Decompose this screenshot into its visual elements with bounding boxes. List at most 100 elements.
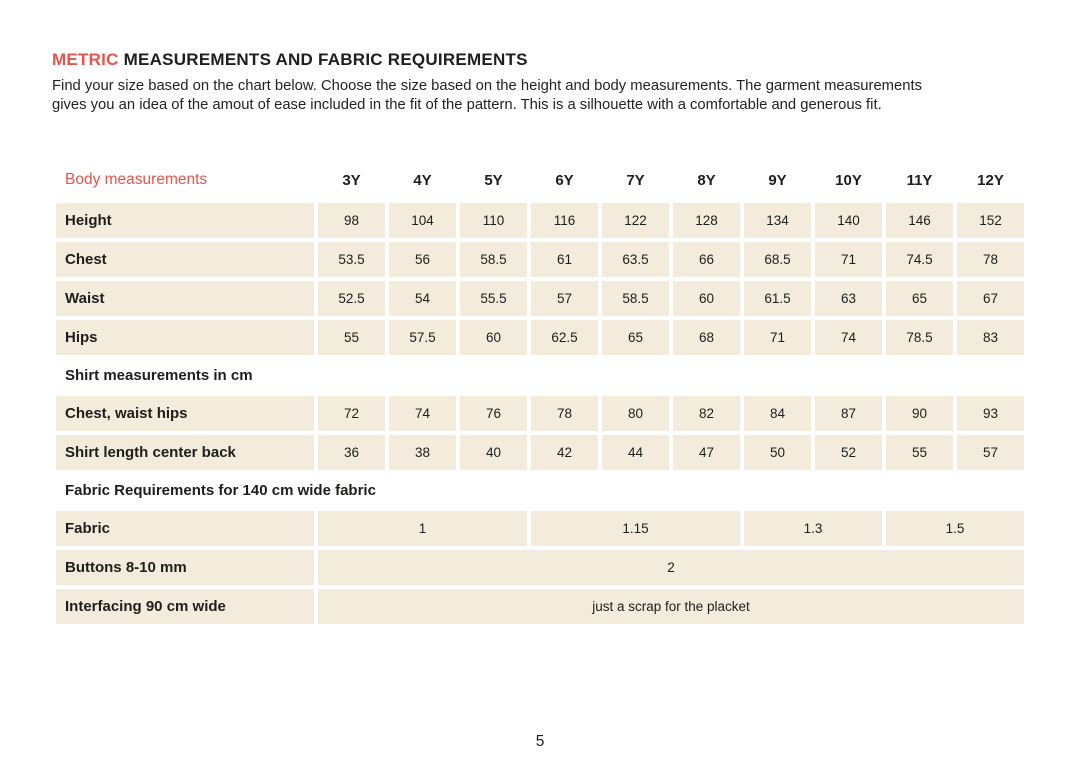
row-label: Shirt length center back <box>56 435 314 470</box>
table-row-interfacing: Interfacing 90 cm wide just a scrap for … <box>56 589 1024 624</box>
table-cell: 55.5 <box>460 281 527 316</box>
table-cell: 68 <box>673 320 740 355</box>
intro-text-line-2: gives you an idea of the amout of ease i… <box>52 97 882 113</box>
table-cell: 58.5 <box>460 242 527 277</box>
section-title-shirt-measurements: Shirt measurements in cm <box>65 367 253 384</box>
merged-cell-fabric-9y-10y: 1.3 <box>744 511 882 546</box>
table-row-waist: Waist 52.5 54 55.5 57 58.5 60 61.5 63 65… <box>56 281 1024 316</box>
table-cell: 134 <box>744 203 811 238</box>
table-cell: 61.5 <box>744 281 811 316</box>
table-cell: 78.5 <box>886 320 953 355</box>
table-cell: 52.5 <box>318 281 385 316</box>
table-cell: 68.5 <box>744 242 811 277</box>
table-cell: 58.5 <box>602 281 669 316</box>
table-cell: 93 <box>957 396 1024 431</box>
table-row-chest-waist-hips: Chest, waist hips 72 74 76 78 80 82 84 8… <box>56 396 1024 431</box>
table-cell: 60 <box>673 281 740 316</box>
table-cell: 63 <box>815 281 882 316</box>
page-title-accent: METRIC <box>52 50 119 69</box>
table-cell: 65 <box>886 281 953 316</box>
page-title-rest: MEASUREMENTS AND FABRIC REQUIREMENTS <box>118 50 528 69</box>
table-row-buttons: Buttons 8-10 mm 2 <box>56 550 1024 585</box>
column-header-body-measurements: Body measurements <box>65 171 208 188</box>
intro-text-line-1: Find your size based on the chart below.… <box>52 78 922 94</box>
table-cell: 78 <box>957 242 1024 277</box>
table-cell: 66 <box>673 242 740 277</box>
table-row-shirt-length: Shirt length center back 36 38 40 42 44 … <box>56 435 1024 470</box>
table-row-chest: Chest 53.5 56 58.5 61 63.5 66 68.5 71 74… <box>56 242 1024 277</box>
table-cell: 82 <box>673 396 740 431</box>
table-cell: 38 <box>389 435 456 470</box>
table-cell: 47 <box>673 435 740 470</box>
section-title-fabric-requirements: Fabric Requirements for 140 cm wide fabr… <box>65 482 376 499</box>
column-header-size-6y: 6Y <box>555 171 574 189</box>
row-label: Hips <box>56 320 314 355</box>
merged-cell-fabric-11y-12y: 1.5 <box>886 511 1024 546</box>
table-cell: 55 <box>318 320 385 355</box>
merged-cell-fabric-6y-8y: 1.15 <box>531 511 740 546</box>
column-header-size-5y: 5Y <box>484 171 503 189</box>
merged-cell-interfacing: just a scrap for the placket <box>318 589 1024 624</box>
table-cell: 87 <box>815 396 882 431</box>
row-label: Fabric <box>56 511 314 546</box>
table-cell: 71 <box>744 320 811 355</box>
table-cell: 50 <box>744 435 811 470</box>
table-cell: 74.5 <box>886 242 953 277</box>
header-block: METRIC MEASUREMENTS AND FABRIC REQUIREME… <box>52 50 1017 115</box>
table-cell: 76 <box>460 396 527 431</box>
table-cell: 128 <box>673 203 740 238</box>
table-cell: 122 <box>602 203 669 238</box>
table-cell: 83 <box>957 320 1024 355</box>
table-cell: 72 <box>318 396 385 431</box>
column-header-size-4y: 4Y <box>413 171 432 189</box>
table-cell: 74 <box>815 320 882 355</box>
table-cell: 57 <box>957 435 1024 470</box>
merged-cell-buttons: 2 <box>318 550 1024 585</box>
table-cell: 40 <box>460 435 527 470</box>
row-label: Chest <box>56 242 314 277</box>
row-label: Chest, waist hips <box>56 396 314 431</box>
row-label: Height <box>56 203 314 238</box>
row-label: Waist <box>56 281 314 316</box>
column-header-size-10y: 10Y <box>835 171 862 189</box>
table-cell: 110 <box>460 203 527 238</box>
table-cell: 63.5 <box>602 242 669 277</box>
table-row-hips: Hips 55 57.5 60 62.5 65 68 71 74 78.5 83 <box>56 320 1024 355</box>
page-title: METRIC MEASUREMENTS AND FABRIC REQUIREME… <box>52 50 1017 70</box>
column-header-size-11y: 11Y <box>906 171 933 189</box>
table-cell: 90 <box>886 396 953 431</box>
column-header-size-9y: 9Y <box>768 171 787 189</box>
table-cell: 80 <box>602 396 669 431</box>
table-cell: 74 <box>389 396 456 431</box>
table-cell: 57 <box>531 281 598 316</box>
table-cell: 104 <box>389 203 456 238</box>
table-cell: 65 <box>602 320 669 355</box>
row-label: Buttons 8-10 mm <box>56 550 314 585</box>
table-cell: 71 <box>815 242 882 277</box>
table-header-row: Body measurements 3Y 4Y 5Y 6Y 7Y 8Y 9Y 1… <box>56 167 1024 193</box>
table-cell: 55 <box>886 435 953 470</box>
column-header-size-3y: 3Y <box>342 171 361 189</box>
table-cell: 52 <box>815 435 882 470</box>
table-row-fabric: Fabric 1 1.15 1.3 1.5 <box>56 511 1024 546</box>
table-row-height: Height 98 104 110 116 122 128 134 140 14… <box>56 203 1024 238</box>
merged-cell-fabric-3y-5y: 1 <box>318 511 527 546</box>
table-cell: 44 <box>602 435 669 470</box>
row-label: Interfacing 90 cm wide <box>56 589 314 624</box>
table-cell: 116 <box>531 203 598 238</box>
table-cell: 57.5 <box>389 320 456 355</box>
table-cell: 60 <box>460 320 527 355</box>
table-cell: 140 <box>815 203 882 238</box>
size-chart-table: Body measurements 3Y 4Y 5Y 6Y 7Y 8Y 9Y 1… <box>56 167 1024 624</box>
table-cell: 84 <box>744 396 811 431</box>
table-cell: 61 <box>531 242 598 277</box>
column-header-size-7y: 7Y <box>626 171 645 189</box>
table-cell: 54 <box>389 281 456 316</box>
table-cell: 146 <box>886 203 953 238</box>
table-cell: 152 <box>957 203 1024 238</box>
page-number: 5 <box>535 733 545 750</box>
table-cell: 67 <box>957 281 1024 316</box>
table-cell: 62.5 <box>531 320 598 355</box>
column-header-size-8y: 8Y <box>697 171 716 189</box>
